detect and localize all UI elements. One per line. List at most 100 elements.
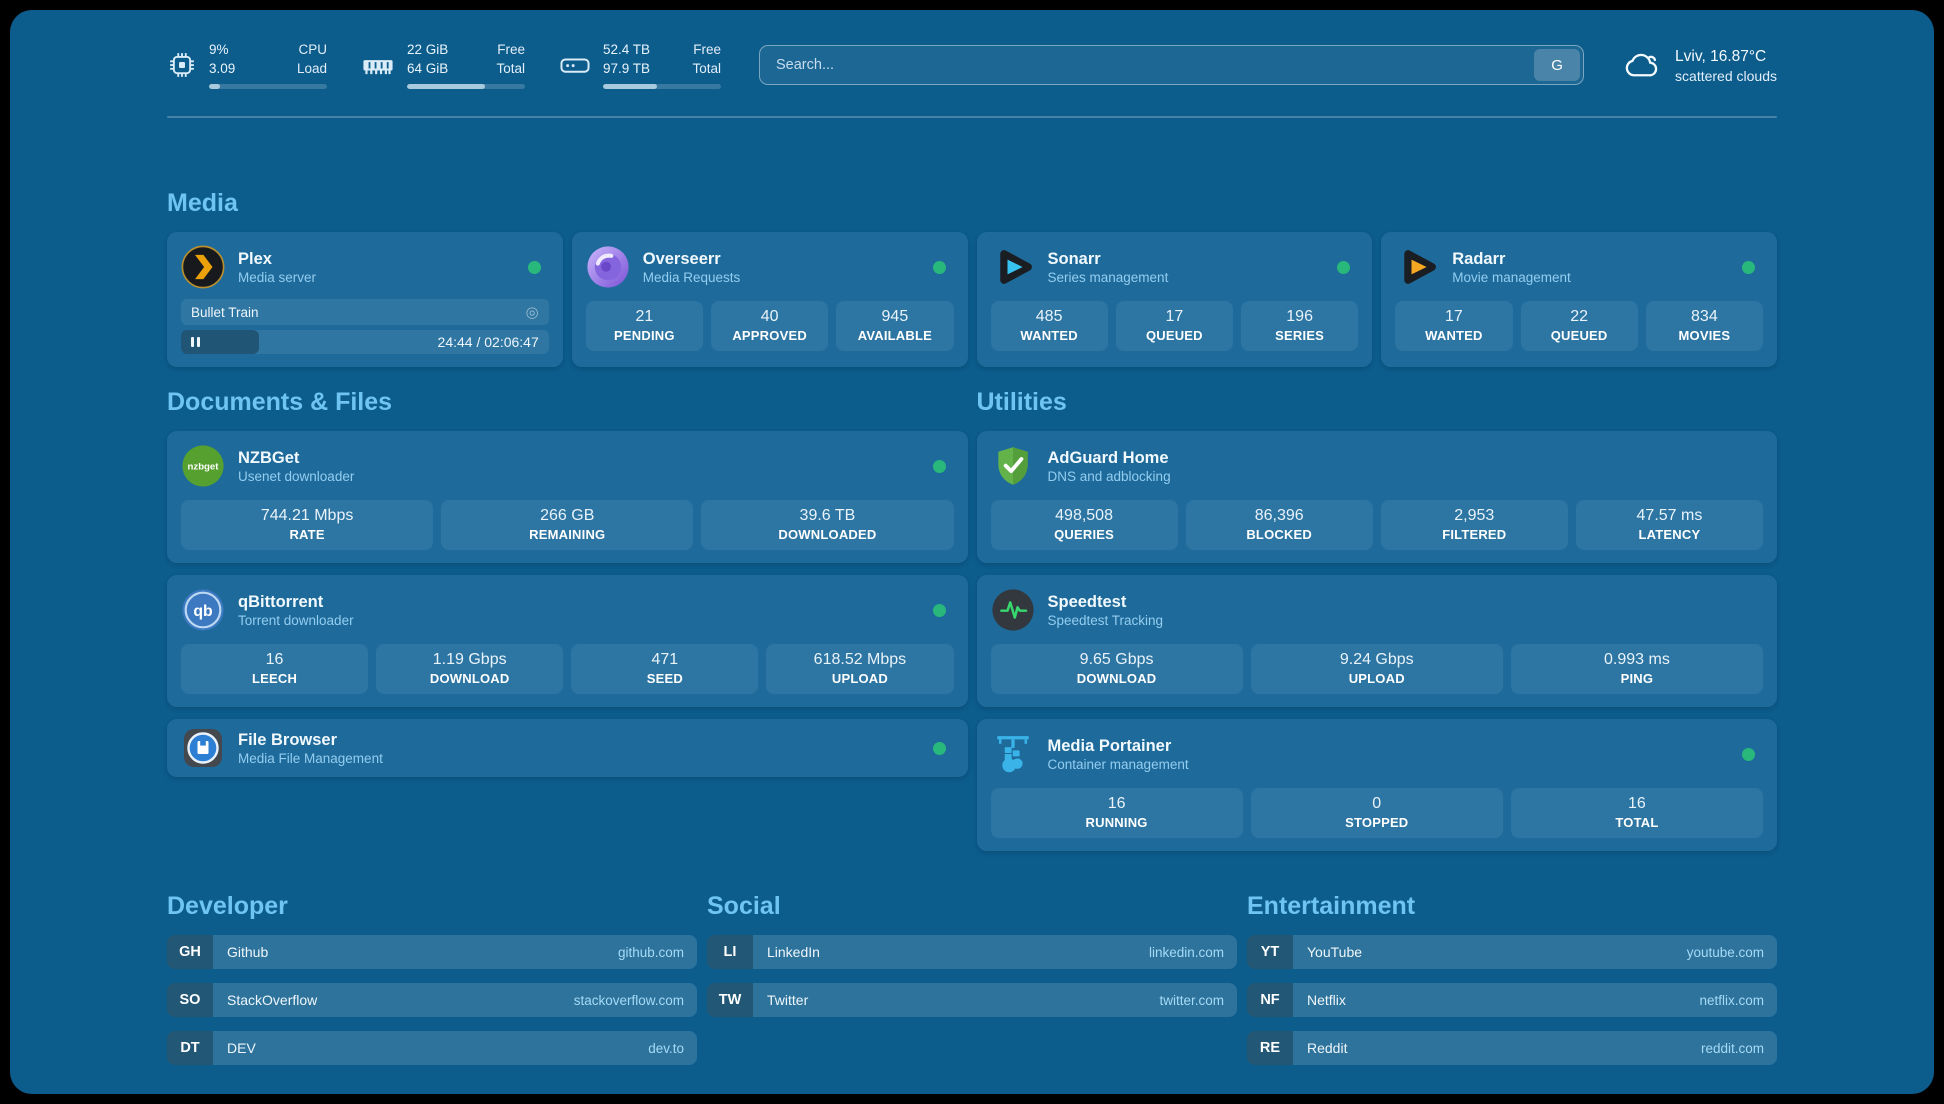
stat-label: WANTED xyxy=(1425,328,1483,343)
player-settings-icon[interactable]: ◎ xyxy=(525,303,539,321)
stat-value: 17 xyxy=(1444,308,1463,325)
app-subtitle: Series management xyxy=(1047,270,1169,286)
bookmark-name: YouTube xyxy=(1307,944,1363,960)
system-stats: 9% 3.09 CPU Load 22 GiB 64 GiB Free Total 52.4 T… xyxy=(167,41,721,89)
stat-tile-upload: 9.24 Gbps UPLOAD xyxy=(1250,644,1503,694)
disk-icon xyxy=(559,50,591,80)
bookmark-dev[interactable]: DT DEV dev.to xyxy=(167,1031,697,1065)
system-stat-progress-fill xyxy=(209,83,220,89)
app-name: qBittorrent xyxy=(238,592,324,611)
app-card-header: Media Portainer Container management xyxy=(991,732,1764,776)
bookmark-reddit[interactable]: RE Reddit reddit.com xyxy=(1247,1031,1777,1065)
search-engine-button[interactable]: G xyxy=(1534,49,1581,81)
stat-label: WANTED xyxy=(1020,328,1078,343)
stat-value: 47.57 ms xyxy=(1636,507,1703,524)
stat-value: 9.65 Gbps xyxy=(1079,651,1154,668)
stat-value: 471 xyxy=(651,651,679,668)
app-name: Plex xyxy=(238,249,272,268)
app-card-nzbget[interactable]: nzbget NZBGet Usenet downloader 744.21 Mbps… xyxy=(167,431,968,563)
app-name: Sonarr xyxy=(1047,249,1101,268)
system-stat-memory: 22 GiB 64 GiB Free Total xyxy=(361,41,525,89)
bookmark-url: youtube.com xyxy=(1686,944,1764,960)
bookmark-url: netflix.com xyxy=(1699,992,1764,1008)
bookmark-name: Reddit xyxy=(1307,1040,1348,1056)
app-stats-row: 17 WANTED 22 QUEUED 834 MOVIES xyxy=(1395,301,1763,351)
status-online-dot xyxy=(932,260,946,274)
bookmark-linkedin[interactable]: LI LinkedIn linkedin.com xyxy=(707,935,1237,969)
stat-value: 196 xyxy=(1286,308,1313,325)
stat-value: 0 xyxy=(1372,795,1382,812)
stat-label: FILTERED xyxy=(1442,527,1507,542)
stat-value: 485 xyxy=(1035,308,1063,325)
app-card-portainer[interactable]: Media Portainer Container management 16 RUN… xyxy=(976,719,1777,851)
stat-tile-queued: 22 QUEUED xyxy=(1520,301,1638,351)
stat-label: DOWNLOADED xyxy=(778,527,877,542)
status-online-dot xyxy=(527,260,541,274)
plex-icon xyxy=(181,245,225,289)
app-subtitle: Speedtest Tracking xyxy=(1047,613,1164,629)
stat-label: RUNNING xyxy=(1085,815,1148,830)
stat-tile-download: 1.19 Gbps DOWNLOAD xyxy=(376,644,564,694)
weather-widget[interactable]: Lviv, 16.87°C scattered clouds xyxy=(1622,46,1777,84)
app-card-qbittorrent[interactable]: qb qBittorrent Torrent downloader 16 LEECH 1.… xyxy=(167,575,968,707)
app-card-adguard[interactable]: AdGuard Home DNS and adblocking 498,508 QUE… xyxy=(976,431,1777,563)
svg-text:qb: qb xyxy=(193,603,212,620)
app-card-radarr[interactable]: Radarr Movie management 17 WANTED 22 QUEUED 83… xyxy=(1381,232,1777,367)
speedtest-icon xyxy=(991,588,1035,632)
bookmark-abbr: SO xyxy=(167,983,213,1017)
bookmark-netflix[interactable]: NF Netflix netflix.com xyxy=(1247,983,1777,1017)
stat-tile-download: 9.65 Gbps DOWNLOAD xyxy=(990,644,1243,694)
stat-label: PING xyxy=(1620,671,1654,686)
stat-label: MOVIES xyxy=(1678,328,1731,343)
stat-label: DOWNLOAD xyxy=(429,671,510,686)
utilities-cards: AdGuard Home DNS and adblocking 498,508 QUE… xyxy=(976,431,1777,851)
status-online-dot xyxy=(932,603,946,617)
now-playing-widget: Bullet Train ◎ 24:44 / 02:06:47 xyxy=(181,299,549,354)
search-input[interactable] xyxy=(759,45,1585,85)
player-time: 24:44 / 02:06:47 xyxy=(437,334,539,350)
qbittorrent-icon: qb xyxy=(181,588,225,632)
bookmark-stackoverflow[interactable]: SO StackOverflow stackoverflow.com xyxy=(167,983,697,1017)
stat-tile-pending: 21 PENDING xyxy=(585,301,703,351)
stat-label: LATENCY xyxy=(1638,527,1701,542)
stat-value: 0.993 ms xyxy=(1604,651,1670,668)
stat-tile-movies: 834 MOVIES xyxy=(1645,301,1763,351)
app-card-speedtest[interactable]: Speedtest Speedtest Tracking 9.65 Gbps DOWN… xyxy=(976,575,1777,707)
stat-tile-running: 16 RUNNING xyxy=(990,788,1243,838)
app-card-overseerr[interactable]: Overseerr Media Requests 21 PENDING 40 APPROV… xyxy=(571,232,968,367)
app-card-sonarr[interactable]: Sonarr Series management 485 WANTED 17 QUEUED… xyxy=(976,232,1373,367)
app-card-header: qb qBittorrent Torrent downloader xyxy=(181,588,954,632)
app-name: Overseerr xyxy=(642,249,721,268)
bookmark-name: Github xyxy=(227,944,269,960)
stat-tile-total: 16 TOTAL xyxy=(1510,788,1764,838)
system-stat-text: 9% 3.09 CPU Load xyxy=(209,41,327,79)
bookmark-github[interactable]: GH Github github.com xyxy=(167,935,697,969)
app-card-header: Radarr Movie management xyxy=(1395,245,1763,289)
bookmark-abbr: TW xyxy=(707,983,753,1017)
cpu-icon xyxy=(167,50,197,80)
stat-value: 40 xyxy=(760,308,779,325)
bookmark-youtube[interactable]: YT YouTube youtube.com xyxy=(1247,935,1777,969)
bookmark-sections: Developer GH Github github.com SO StackOverfl… xyxy=(167,891,1777,1079)
bookmark-abbr: RE xyxy=(1247,1031,1293,1065)
stat-value: 39.6 TB xyxy=(799,507,856,524)
pause-button[interactable] xyxy=(181,330,259,354)
memory-icon xyxy=(361,50,395,80)
stat-label: TOTAL xyxy=(1615,815,1659,830)
system-stat-progress-fill xyxy=(407,83,485,89)
stat-value: 86,396 xyxy=(1254,507,1304,524)
stat-tile-leech: 16 LEECH xyxy=(181,644,369,694)
bookmark-url: stackoverflow.com xyxy=(573,992,684,1008)
bookmark-name: Netflix xyxy=(1307,992,1346,1008)
now-playing-title: Bullet Train xyxy=(191,304,259,320)
bookmark-twitter[interactable]: TW Twitter twitter.com xyxy=(707,983,1237,1017)
section-documents-files: Documents & Files nzbget NZBGet Usenet dow… xyxy=(167,387,968,777)
bookmark-group-title: Entertainment xyxy=(1247,892,1416,920)
app-subtitle: Media File Management xyxy=(238,751,383,767)
stat-tile-remaining: 266 GB REMAINING xyxy=(441,500,694,550)
stat-tile-approved: 40 APPROVED xyxy=(711,301,829,351)
app-card-header: Sonarr Series management xyxy=(991,245,1359,289)
app-card-filebrowser[interactable]: File Browser Media File Management xyxy=(167,719,968,777)
portainer-icon xyxy=(991,732,1035,776)
app-card-plex[interactable]: Plex Media server Bullet Train ◎ 24:44 / 02:… xyxy=(167,232,563,367)
